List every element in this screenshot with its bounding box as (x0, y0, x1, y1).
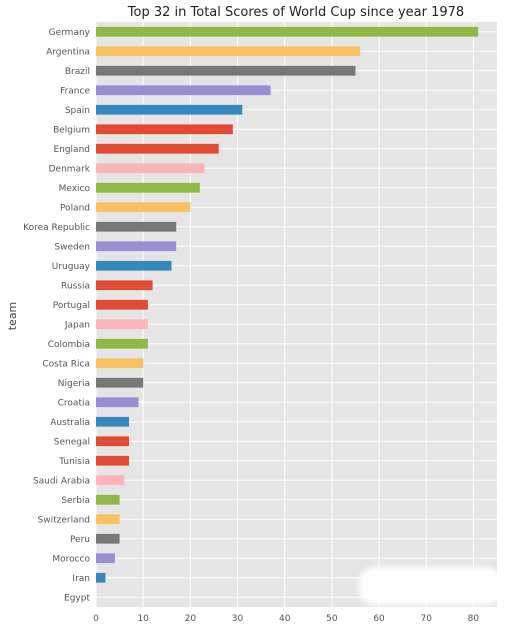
x-tick-label: 30 (232, 614, 244, 624)
bar-spain (96, 104, 243, 115)
bar-denmark (96, 163, 205, 174)
y-tick-label: Switzerland (38, 515, 91, 525)
bar-switzerland (96, 514, 120, 525)
bar-russia (96, 280, 153, 291)
bar-germany (96, 26, 479, 37)
bar-korea-republic (96, 221, 177, 232)
y-tick-labels: Germany Argentina Brazil France Spain Belgium… (23, 28, 91, 604)
y-tick-label: Portugal (53, 301, 90, 311)
y-tick-label: Uruguay (52, 262, 91, 272)
y-tick-label: Egypt (64, 593, 90, 603)
y-tick-label: Costa Rica (42, 359, 90, 369)
y-tick-label: Senegal (54, 437, 90, 447)
y-tick-label: France (60, 86, 90, 96)
bar-england (96, 143, 219, 154)
bar-france (96, 85, 271, 96)
y-tick-label: Australia (50, 418, 90, 428)
bar-australia (96, 416, 130, 427)
y-tick-label: Brazil (65, 67, 90, 77)
y-tick-label: Tunisia (58, 457, 90, 467)
bar-portugal (96, 299, 148, 310)
y-tick-label: Serbia (61, 496, 90, 506)
y-tick-label: Korea Republic (23, 223, 90, 233)
y-tick-label: Peru (70, 535, 90, 545)
y-tick-label: Germany (49, 28, 91, 38)
y-tick-label: Argentina (46, 47, 90, 57)
bar-argentina (96, 46, 361, 57)
bar-costa-rica (96, 358, 144, 369)
bar-sweden (96, 241, 177, 252)
y-tick-label: Morocco (52, 554, 90, 564)
y-tick-label: Sweden (54, 242, 90, 252)
y-tick-label: Colombia (48, 340, 90, 350)
y-tick-label: Poland (60, 203, 90, 213)
y-tick-label: Iran (72, 574, 90, 584)
y-tick-label: Denmark (49, 164, 91, 174)
y-tick-label: Nigeria (58, 379, 90, 389)
y-tick-label: Spain (65, 106, 90, 116)
bar-nigeria (96, 377, 144, 388)
bar-brazil (96, 65, 356, 76)
y-tick-label: Russia (61, 281, 90, 291)
obscured-region (363, 571, 498, 601)
x-tick-label: 20 (185, 614, 197, 624)
x-tick-labels: 0 10 20 30 40 50 60 70 80 (93, 614, 479, 624)
bar-saudi-arabia (96, 475, 125, 486)
bar-uruguay (96, 260, 172, 271)
x-tick-label: 40 (279, 614, 291, 624)
y-tick-label: Saudi Arabia (33, 476, 90, 486)
x-tick-label: 70 (421, 614, 433, 624)
x-tick-label: 60 (373, 614, 385, 624)
x-tick-label: 10 (137, 614, 149, 624)
y-tick-label: Belgium (53, 125, 90, 135)
y-tick-label: Mexico (59, 184, 91, 194)
bars (96, 26, 479, 583)
bar-poland (96, 202, 191, 213)
bar-tunisia (96, 455, 130, 466)
bar-mexico (96, 182, 200, 193)
x-tick-label: 80 (468, 614, 480, 624)
bar-croatia (96, 397, 139, 408)
bar-serbia (96, 494, 120, 505)
bar-morocco (96, 553, 115, 564)
x-tick-label: 0 (93, 614, 99, 624)
bar-belgium (96, 124, 233, 135)
bar-peru (96, 533, 120, 544)
bar-senegal (96, 436, 130, 447)
plot-area (96, 22, 497, 607)
x-tick-label: 50 (326, 614, 338, 624)
y-axis-label: team (6, 302, 19, 331)
y-tick-label: England (53, 145, 90, 155)
bar-iran (96, 572, 106, 583)
bar-japan (96, 319, 148, 330)
chart-title: Top 32 in Total Scores of World Cup sinc… (127, 5, 464, 20)
y-tick-label: Croatia (58, 398, 90, 408)
y-tick-label: Japan (64, 320, 90, 330)
bar-colombia (96, 338, 148, 349)
